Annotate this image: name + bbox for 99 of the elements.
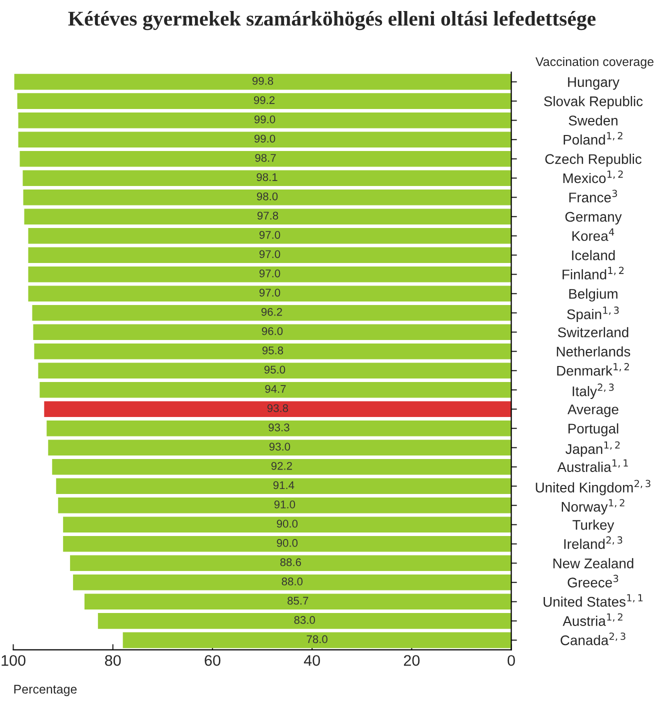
y-tick-label: Belgium [569,288,618,302]
y-tick-label: France$^{3}$ [569,190,617,202]
bar [18,112,512,128]
data-label: 95.8 [262,346,284,354]
bar [56,478,512,494]
x-tick-label: 20 [404,655,420,666]
data-label: 91.4 [273,481,294,490]
chart-title: Kétéves gyermekek szamárköhögés elleni oltási lefedettsége [68,10,596,30]
bar [70,555,512,572]
y-tick-label: Netherlands [556,346,630,357]
bar [63,536,512,552]
y-tick-label: Hungary [568,77,620,90]
bar [28,266,512,282]
y-tick-label: Korea$^{4}$ [572,228,614,241]
bar [28,228,512,244]
x-tick-label: 80 [105,655,121,666]
data-label: 98.7 [255,154,276,162]
data-label: 88.0 [282,578,303,586]
data-label: 93.8 [267,404,288,412]
y-tick-label: Canada$^{2,3}$ [560,632,626,646]
bar [24,208,512,224]
y-tick-label: Norway$^{1,2}$ [562,499,624,514]
bar [18,132,512,148]
y-tick-label: Iceland [572,250,615,260]
bar [17,93,512,109]
data-label: 91.0 [274,500,296,508]
data-label: 97.0 [259,288,280,297]
bar [84,594,512,610]
data-label: 93.0 [269,442,290,451]
data-label: 98.1 [256,173,278,182]
bar [98,613,512,629]
data-label: 99.0 [254,115,276,124]
y-tick-label: Finland$^{1,2}$ [562,266,624,280]
data-label: 95.0 [264,366,286,374]
bar [58,498,512,514]
data-label: 97.0 [259,230,280,239]
data-label: 94.7 [265,384,286,393]
x-tick-label: 100 [2,655,26,666]
data-label: 88.6 [280,558,301,566]
y-tick-label: Poland$^{1,2}$ [564,132,622,145]
y-tick-label: Denmark$^{1,2}$ [557,363,629,376]
data-label: 92.2 [271,462,292,470]
bar [32,304,512,321]
bar [23,189,512,206]
bar [52,459,512,475]
x-tick-label: 40 [304,655,320,666]
bar [33,324,512,340]
data-label: 83.0 [294,616,315,624]
y-tick-label: Mexico$^{1,2}$ [563,170,623,184]
y-tick-label: Turkey [572,520,614,533]
y-tick-label: Czech Republic [545,154,642,167]
x-tick-label: 0 [508,655,515,666]
data-label: 90.0 [276,539,298,547]
y-tick-label: United States$^{1,1}$ [544,594,643,607]
y-tick-label: Average [568,404,618,418]
bar [22,170,512,186]
bar [44,401,512,418]
y-tick-label: Germany [565,212,622,225]
bar [122,632,512,648]
y-tick-label: Italy$^{2,3}$ [572,384,614,399]
bar [14,74,512,90]
y-tick-label: Spain$^{1,3}$ [567,306,619,322]
bar [40,382,512,398]
bar [34,343,512,360]
bar [28,247,512,263]
bar [28,286,512,302]
data-label: 99.2 [254,96,275,104]
data-label: 97.0 [259,250,280,258]
x-axis-title: Percentage [14,684,77,696]
data-label: 97.8 [257,212,278,220]
y-tick-label: Slovak Republic [544,96,643,109]
bar [20,150,512,167]
data-label: 96.0 [262,327,283,336]
data-label: 99.0 [254,134,276,143]
data-label: 78.0 [306,635,328,644]
y-axis-title: Vaccination coverage [536,56,654,69]
data-label: 96.2 [261,308,282,316]
y-tick-label: New Zealand [553,558,634,568]
data-label: 93.3 [268,424,290,432]
y-tick-label: United Kingdom$^{2,3}$ [536,480,650,496]
data-label: 98.0 [256,192,278,200]
bar [73,574,512,590]
data-label: 85.7 [288,596,308,605]
y-tick-label: Japan$^{1,2}$ [566,441,620,457]
x-tick-label: 60 [204,655,220,666]
y-tick-label: Ireland$^{2,3}$ [564,536,622,549]
data-label: 90.0 [276,520,298,528]
y-tick-label: Portugal [568,423,618,436]
bar [38,362,512,379]
y-tick-label: Greece$^{3}$ [568,574,618,588]
bar [46,420,512,436]
y-tick-label: Austria$^{1,2}$ [562,613,622,626]
y-tick-label: Switzerland [558,327,628,338]
bar [48,440,512,456]
bar [63,516,512,533]
y-tick-label: Sweden [568,115,618,126]
data-label: 97.0 [259,269,280,278]
y-tick-label: Australia$^{1,1}$ [557,459,628,472]
data-label: 99.8 [252,76,274,85]
